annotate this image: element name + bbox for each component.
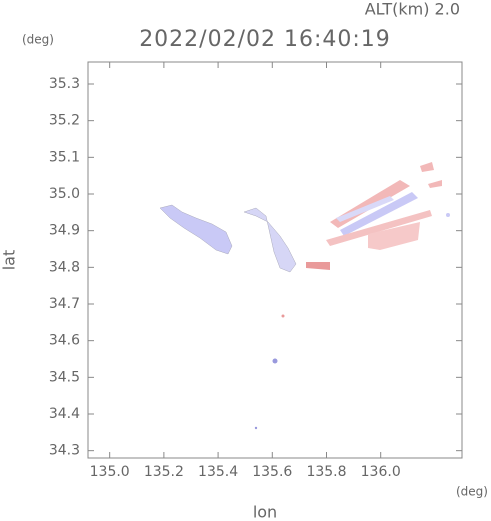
y-tick-label: 35.1 — [49, 149, 80, 165]
x-tick-label: 135.2 — [144, 464, 184, 480]
y-tick-label: 34.3 — [49, 443, 80, 459]
x-tick-label: 135.0 — [90, 464, 130, 480]
altitude-label: ALT(km) 2.0 — [365, 0, 460, 19]
y-axis-label: lat — [0, 250, 19, 271]
y-tick-label: 34.5 — [49, 369, 80, 385]
y-tick-label: 34.8 — [49, 259, 80, 275]
plot-frame — [87, 61, 463, 459]
y-tick-label: 34.7 — [49, 296, 80, 312]
echo-field — [159, 162, 450, 430]
y-tick-label: 35.3 — [49, 76, 80, 92]
x-tick-label: 135.8 — [306, 464, 346, 480]
chart-title: 2022/02/02 16:40:19 — [139, 27, 391, 52]
y-tick-label: 35.0 — [49, 186, 80, 202]
x-tick-label: 135.4 — [198, 464, 238, 480]
y-unit: (deg) — [22, 33, 54, 47]
x-unit: (deg) — [456, 485, 488, 499]
y-tick-label: 34.9 — [49, 223, 80, 239]
x-tick-label: 135.6 — [252, 464, 292, 480]
y-tick-label: 35.2 — [49, 113, 80, 129]
y-tick-label: 34.6 — [49, 333, 80, 349]
x-axis-label: lon — [253, 503, 277, 521]
y-tick-label: 34.4 — [49, 406, 80, 422]
x-tick-label: 136.0 — [361, 464, 401, 480]
